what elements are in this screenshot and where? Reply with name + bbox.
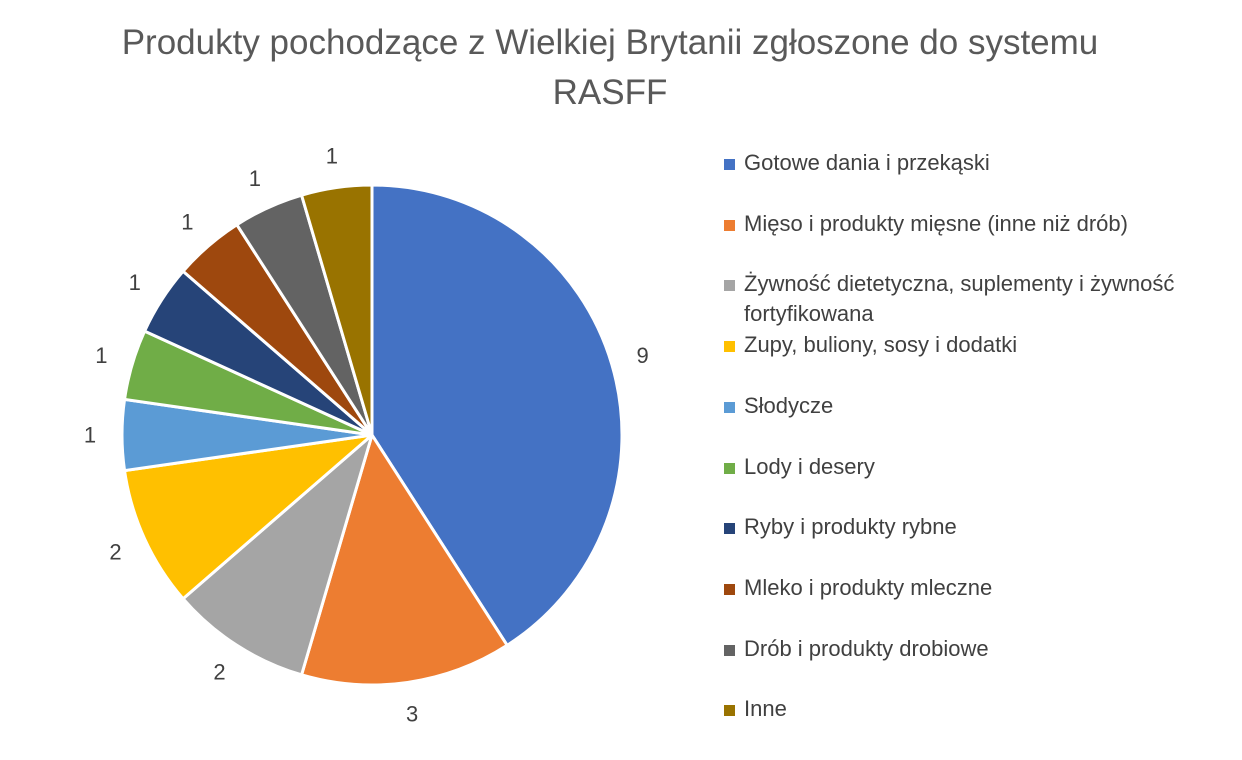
legend-label-2: Mięso i produkty mięsne (inne niż drób) <box>744 210 1128 236</box>
legend-item-4: Zupy, buliony, sosy i dodatki <box>724 330 1229 360</box>
pie-data-labels: 9 3 2 2 1 1 1 1 1 1 <box>84 143 649 726</box>
legend-label-6: Lody i desery <box>744 453 875 479</box>
data-label-7: 1 <box>129 270 141 295</box>
data-label-2: 3 <box>406 702 418 727</box>
chart-title: Produkty pochodzące z Wielkiej Brytanii … <box>0 18 1220 118</box>
pie-slice-3 <box>181 433 374 677</box>
pie-slices <box>120 183 624 687</box>
legend-item-6: Lody i desery <box>724 452 1229 482</box>
legend-item-7: Ryby i produkty rybne <box>724 512 1229 542</box>
legend-swatch-8 <box>724 583 735 595</box>
legend-label-10: Inne <box>744 696 787 722</box>
legend-item-3: Żywność dietetyczna, suplementy i żywnoś… <box>724 269 1229 329</box>
chart-title-line-2: RASFF <box>552 73 668 112</box>
legend-label-3: Żywność dietetyczna, suplementy i żywnoś… <box>744 271 1175 327</box>
legend-swatch-3 <box>724 280 735 292</box>
data-label-9: 1 <box>249 166 261 191</box>
data-label-8: 1 <box>181 209 193 234</box>
data-label-10: 1 <box>326 143 338 168</box>
pie-slice-10 <box>300 183 374 437</box>
data-label-6: 1 <box>95 343 107 368</box>
legend-swatch-9 <box>724 644 735 656</box>
legend-item-8: Mleko i produkty mleczne <box>724 573 1229 603</box>
data-label-3: 2 <box>213 660 225 685</box>
pie-slice-2 <box>300 433 509 687</box>
data-label-4: 2 <box>109 540 121 565</box>
legend-swatch-10 <box>724 705 735 717</box>
legend-item-2: Mięso i produkty mięsne (inne niż drób) <box>724 209 1229 239</box>
legend-label-5: Słodycze <box>744 392 834 418</box>
legend-swatch-6 <box>724 462 735 474</box>
legend-swatch-5 <box>724 401 735 413</box>
legend-item-10: Inne <box>724 694 1229 724</box>
legend-item-9: Drób i produkty drobiowe <box>724 634 1229 664</box>
legend-swatch-1 <box>724 159 735 170</box>
chart-title-line-1: Produkty pochodzące z Wielkiej Brytanii … <box>121 23 1099 62</box>
legend-label-7: Ryby i produkty rybne <box>744 514 957 540</box>
data-label-1: 9 <box>636 343 648 368</box>
legend-item-1: Gotowe dania i przekąski <box>724 148 1229 178</box>
legend-item-5: Słodycze <box>724 391 1229 421</box>
legend-swatch-7 <box>724 523 735 535</box>
legend-label-9: Drób i produkty drobiowe <box>744 635 989 661</box>
legend-label-1: Gotowe dania i przekąski <box>744 150 990 175</box>
pie-slice-4 <box>123 433 374 601</box>
data-label-5: 1 <box>84 423 96 448</box>
legend-swatch-2 <box>724 219 735 231</box>
legend-label-8: Mleko i produkty mleczne <box>744 574 993 600</box>
legend-swatch-4 <box>724 341 735 353</box>
legend-label-4: Zupy, buliony, sosy i dodatki <box>744 332 1018 358</box>
